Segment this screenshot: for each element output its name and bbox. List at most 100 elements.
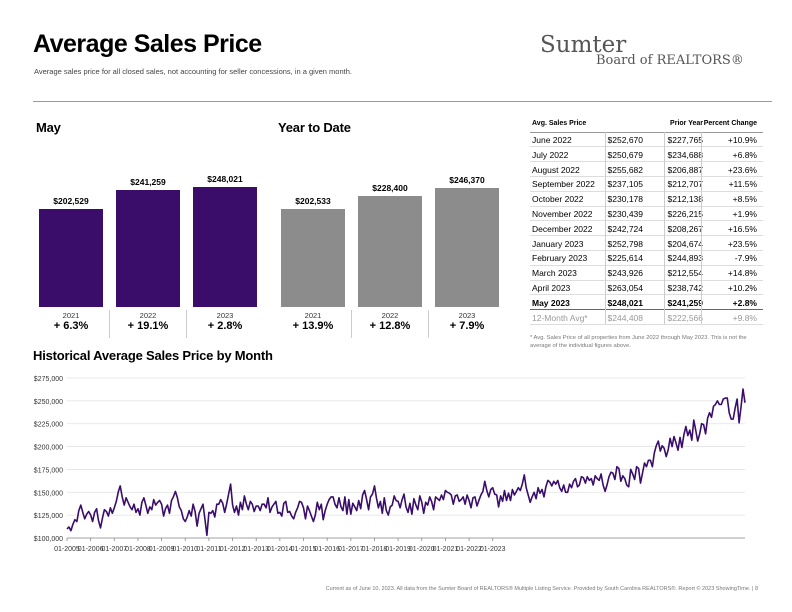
table-header: Avg. Sales Price Prior Year Percent Chan… [530,116,763,131]
table-cell-month: August 2022 [532,164,580,175]
table-cell-pct: -7.9% [734,253,757,264]
history-chart-title: Historical Average Sales Price by Month [33,348,273,363]
table-cell-month: September 2022 [532,179,595,190]
table-row-divider [530,220,763,222]
y-tick-label: $100,000 [34,536,63,543]
may-bar-pct-2022: + 19.1% [127,320,169,332]
ytd-bar-pct-2022: + 12.8% [369,320,411,332]
table-row: December 2022 $242,724 $208,267 +16.5% [530,221,763,236]
table-cell-pct: +1.9% [732,209,757,219]
table-row-divider [530,161,763,163]
ytd-bar-year-2021: 2021 [304,311,322,320]
may-bar-separator [186,310,187,338]
may-bar-year-2021: 2021 [62,311,80,320]
table-row-divider [530,279,763,281]
table-cell-month: December 2022 [532,223,593,234]
may-bar-value-2022: $241,259 [130,177,166,187]
table-cell-month: November 2022 [532,209,593,219]
table-cell-month: February 2023 [532,253,588,264]
may-bar-2022 [116,190,180,307]
header-divider [33,101,772,102]
logo-line1: Sumter [540,32,627,58]
ytd-bar-2021 [281,209,345,307]
table-row: March 2023 $243,926 $212,554 +14.8% [530,265,763,280]
x-tick-label: 01-2023 [480,546,506,553]
ytd-bar-pct-2021: + 13.9% [292,320,334,332]
table-cell-prior: $212,554 [667,268,703,279]
may-bar-pct-2021: + 6.3% [53,320,89,332]
x-tick-label: 01-2009 [149,546,175,553]
table-cell-prior: $212,707 [667,179,703,190]
x-tick-label: 01-2011 [196,546,221,553]
y-tick-label: $200,000 [34,445,63,452]
table-cell-month: May 2023 [532,297,570,308]
may-bar-year-2023: 2023 [216,311,234,320]
table-cell-prior: $208,267 [667,223,703,234]
x-tick-label: 01-2007 [101,546,127,553]
table-cell-avg: $243,926 [607,268,643,279]
header-prior-year: Prior Year [670,120,703,127]
table-cell-avg: $252,670 [607,135,643,145]
table-row: February 2023 $225,614 $244,893 -7.9% [530,250,763,265]
table-cell-avg: $242,724 [607,223,643,234]
table-cell-prior: $227,765 [667,135,703,145]
table-cell-avg: $252,798 [607,238,643,249]
y-tick-label: $150,000 [34,490,63,497]
table-cell-month: October 2022 [532,194,584,205]
x-tick-label: 01-2020 [409,546,435,553]
may-bar-pct-2023: + 2.8% [207,320,243,332]
ytd-bar-separator [351,310,352,338]
table-row-divider [530,146,763,148]
y-tick-label: $225,000 [34,422,63,429]
table-row: 12-Month Avg* $244,408 $222,566 +9.8% [530,310,763,325]
may-bar-2021 [39,209,103,307]
table-column-divider [605,132,606,325]
x-tick-label: 01-2006 [78,546,104,553]
x-tick-label: 01-2018 [362,546,388,553]
y-tick-label: $125,000 [34,513,63,520]
may-bar-value-2021: $202,529 [53,196,89,206]
ytd-bar-year-2023: 2023 [458,311,476,320]
ytd-bar-value-2022: $228,400 [372,183,408,193]
ytd-bar-year-2022: 2022 [381,311,399,320]
header-percent-change: Percent Change [703,120,757,127]
table-cell-pct: +10.9% [727,135,757,145]
table-cell-prior: $244,893 [667,253,703,264]
ytd-bar-2023 [435,188,499,307]
table-cell-avg: $250,679 [607,149,643,160]
may-bar-year-2022: 2022 [139,311,157,320]
table-cell-month: April 2023 [532,283,571,293]
table-cell-pct: +8.5% [732,194,757,205]
table-footnote: * Avg. Sales Price of all properties fro… [530,335,747,349]
table-row: January 2023 $252,798 $204,674 +23.5% [530,236,763,251]
table-row: October 2022 $230,178 $212,138 +8.5% [530,191,763,206]
table-row-divider [530,323,763,325]
table-row: June 2022 $252,670 $227,765 +10.9% [530,132,763,147]
table-cell-pct: +14.8% [727,268,757,279]
table-cell-pct: +6.8% [732,149,757,160]
table-cell-pct: +23.5% [727,238,757,249]
x-tick-label: 01-2017 [338,546,364,553]
table-cell-month: January 2023 [532,238,584,249]
table-row: July 2022 $250,679 $234,688 +6.8% [530,147,763,162]
table-row: August 2022 $255,682 $206,887 +23.6% [530,162,763,177]
header-month: Avg. Sales Price [532,120,587,127]
table-row: November 2022 $230,439 $226,215 +1.9% [530,206,763,221]
table-cell-pct: +16.5% [727,223,757,234]
ytd-section-title: Year to Date [278,120,351,135]
page-title: Average Sales Price [33,30,262,58]
table-row: May 2023 $248,021 $241,259 +2.8% [530,295,763,310]
table-cell-pct: +11.5% [728,179,757,190]
may-bar-value-2023: $248,021 [207,174,243,184]
y-tick-label: $175,000 [34,467,63,474]
table-cell-avg: $248,021 [607,297,643,308]
table-cell-month: March 2023 [532,268,577,279]
table-cell-avg: $237,105 [607,179,643,190]
x-tick-label: 01-2019 [385,546,411,553]
x-tick-label: 01-2012 [220,546,246,553]
table-cell-prior: $206,887 [667,164,703,175]
x-tick-label: 01-2005 [54,546,80,553]
x-tick-label: 01-2015 [291,546,317,553]
table-column-divider [664,132,665,325]
table-cell-avg: $244,408 [607,312,643,323]
